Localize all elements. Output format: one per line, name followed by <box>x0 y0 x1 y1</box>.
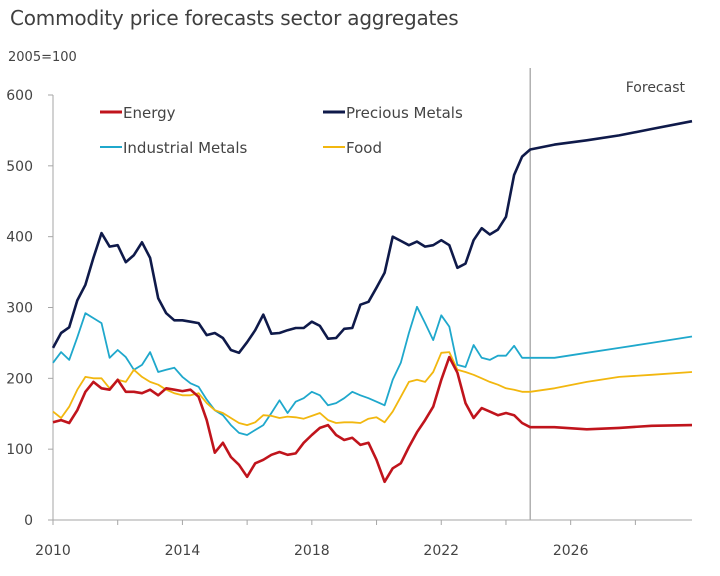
y-tick-label: 400 <box>6 230 33 246</box>
series-line-energy <box>52 355 693 484</box>
forecast-label: Forecast <box>626 80 686 96</box>
series-line-industrial-metals <box>52 305 693 436</box>
y-tick-label: 0 <box>24 513 33 529</box>
y-tick-label: 600 <box>6 88 33 104</box>
series-line-precious-metals <box>51 119 693 355</box>
y-tick-label: 500 <box>6 159 33 175</box>
y-tick-label: 100 <box>6 442 33 458</box>
y-axis-unit-label: 2005=100 <box>8 50 77 65</box>
legend-label-precious-metals: Precious Metals <box>346 104 463 122</box>
x-tick-label: 2014 <box>165 543 201 559</box>
legend: Energy Precious Metals Industrial Metals Fo… <box>100 104 463 157</box>
legend-label-industrial-metals: Industrial Metals <box>123 139 248 157</box>
x-tick-label: 2010 <box>35 543 71 559</box>
legend-label-food: Food <box>346 139 382 157</box>
y-tick-label: 300 <box>6 301 33 317</box>
legend-label-energy: Energy <box>123 104 176 122</box>
series-lines <box>51 119 693 484</box>
y-tick-label: 200 <box>6 371 33 387</box>
x-tick-label: 2026 <box>553 543 589 559</box>
chart-title: Commodity price forecasts sector aggrega… <box>10 6 459 30</box>
x-tick-label: 2022 <box>423 543 459 559</box>
x-tick-label: 2018 <box>294 543 330 559</box>
axes: 0 100 200 300 400 500 600 2010 2014 2018 2022 2026 F… <box>6 68 692 559</box>
series-line-food <box>52 351 693 426</box>
